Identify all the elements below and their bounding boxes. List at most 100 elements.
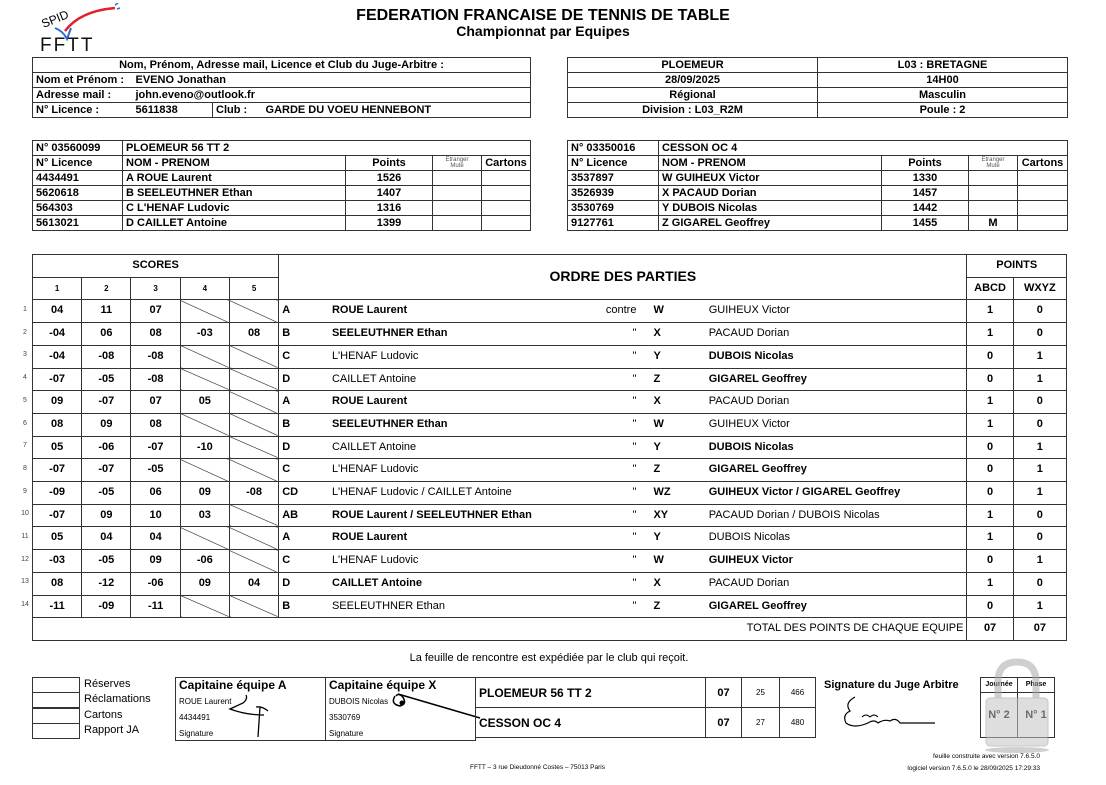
player-x-name: GUIHEUX Victor	[705, 549, 968, 573]
player-licence: 3530769	[567, 200, 659, 216]
player-a-letter: C	[278, 344, 329, 369]
captain-x-signature	[392, 693, 481, 719]
player-a-letter: CD	[278, 481, 329, 505]
points-wxyz: 0	[1012, 571, 1068, 596]
referee-box: Nom, Prénom, Adresse mail, Licence et Cl…	[32, 57, 531, 118]
player-a-name: SEELEUTHNER Ethan	[328, 594, 601, 619]
player-row: 3530769 Y DUBOIS Nicolas 1442	[567, 200, 1068, 216]
cartons-header: Cartons	[1017, 155, 1068, 171]
referee-heading: Nom, Prénom, Adresse mail, Licence et Cl…	[32, 57, 531, 73]
set-5-score: 04	[228, 571, 280, 596]
venue: PLOEMEUR	[567, 57, 818, 73]
player-x-letter: Y	[650, 344, 706, 369]
match-number: 14	[21, 601, 29, 609]
match-number: 6	[23, 419, 27, 427]
player-name: Y DUBOIS Nicolas	[658, 200, 882, 216]
points-wxyz: 0	[1012, 390, 1068, 414]
date: 28/09/2025	[567, 72, 818, 88]
match-row: 08 -12 -06 09 04 D CAILLET Antoine " X PACAUD Dor…	[31, 571, 1068, 596]
checkbox-3[interactable]	[32, 722, 80, 739]
result-sets: 27	[741, 707, 780, 738]
result-row: CESSON OC 4 07 27 480	[475, 707, 816, 738]
player-row: 5613021 D CAILLET Antoine 1399	[32, 215, 532, 231]
set-4-score: -03	[179, 322, 230, 346]
set-2-score: -05	[81, 367, 132, 392]
player-x-letter: Y	[650, 526, 706, 551]
versus-label: "	[600, 549, 651, 573]
result-team: CESSON OC 4	[475, 707, 706, 738]
match-row: 08 09 08 B SEELEUTHNER Ethan " W GUIHEUX Victor…	[31, 412, 1068, 437]
points-abcd: 1	[966, 526, 1014, 551]
player-x-name: GIGAREL Geoffrey	[705, 367, 968, 392]
player-x-letter: W	[650, 412, 706, 437]
svg-text:FFTT: FFTT	[40, 35, 94, 53]
points-wxyz: 1	[1012, 549, 1068, 573]
set-1-score: 04	[31, 299, 83, 324]
points-wxyz: 0	[1012, 526, 1068, 551]
total-row: TOTAL DES POINTS DE CHAQUE EQUIPE 07 07	[31, 617, 1068, 641]
team-a-table: N° 03560099 PLOEMEUR 56 TT 2 N° Licence NOM…	[32, 140, 532, 231]
captain-x-signature-label: Signature	[329, 729, 364, 738]
points-abcd: 1	[966, 322, 1014, 346]
points-abcd: 1	[966, 412, 1014, 437]
match-info-box: PLOEMEUR L03 : BRETAGNE 28/09/2025 14H00 R…	[567, 57, 1068, 118]
points-wxyz: 1	[1012, 435, 1068, 460]
division: Division : L03_R2M	[567, 102, 818, 118]
match-row: -03 -05 09 -06 C L'HENAF Ludovic " W GUIHEUX Vic…	[31, 549, 1068, 573]
result-team: PLOEMEUR 56 TT 2	[475, 677, 706, 708]
set-3-score: 08	[130, 412, 181, 437]
set-1-score: 05	[31, 435, 83, 460]
points-wxyz: 0	[1012, 503, 1068, 528]
player-etranger: M	[968, 215, 1018, 231]
player-points: 1442	[881, 200, 969, 216]
set-2-score: 11	[81, 299, 132, 324]
match-number: 8	[23, 464, 27, 472]
order-header: ORDRE DES PARTIES	[278, 253, 968, 301]
player-etranger	[432, 185, 482, 201]
column-header-row: N° Licence NOM - PRENOM Points Etranger Muté…	[32, 155, 532, 171]
player-a-name: CAILLET Antoine	[328, 571, 601, 596]
set-4-score	[179, 458, 230, 483]
player-x-name: DUBOIS Nicolas	[705, 344, 968, 369]
player-row: 3526939 X PACAUD Dorian 1457	[567, 185, 1068, 201]
player-a-name: L'HENAF Ludovic	[328, 458, 601, 483]
set-2-score: -05	[81, 481, 132, 505]
referee-email-label: Adresse mail :	[32, 87, 133, 103]
team-header-row: N° 03350016 CESSON OC 4	[567, 140, 1068, 156]
match-row: 04 11 07 A ROUE Laurent contre W GUIHEUX Victor…	[31, 299, 1068, 324]
set-1-score: -07	[31, 458, 83, 483]
points-header: Points	[881, 155, 969, 171]
versus-label: "	[600, 458, 651, 483]
points-abcd: 1	[966, 299, 1014, 324]
player-a-letter: D	[278, 367, 329, 392]
versus-label: contre	[600, 299, 651, 324]
set-5-score	[228, 412, 280, 437]
player-name: X PACAUD Dorian	[658, 185, 882, 201]
checkbox-2[interactable]	[32, 707, 80, 724]
player-name: Z GIGAREL Geoffrey	[658, 215, 882, 231]
set-5-score	[228, 344, 280, 369]
checkbox-1[interactable]	[32, 692, 80, 709]
checkbox-0[interactable]	[32, 677, 80, 693]
player-cartons	[480, 200, 532, 216]
match-order-table: SCORES ORDRE DES PARTIES POINTS 1 2 3 4 …	[31, 253, 1068, 641]
player-name: C L'HENAF Ludovic	[122, 200, 346, 216]
player-x-name: DUBOIS Nicolas	[705, 526, 968, 551]
player-x-letter: Y	[650, 435, 706, 460]
versus-label: "	[600, 390, 651, 414]
set-1-score: 08	[31, 571, 83, 596]
player-cartons	[1017, 170, 1068, 186]
set-1-score: 08	[31, 412, 83, 437]
player-a-name: CAILLET Antoine	[328, 435, 601, 460]
player-etranger	[968, 170, 1018, 186]
player-a-name: ROUE Laurent	[328, 526, 601, 551]
points-wxyz: 0	[1012, 299, 1068, 324]
set-3-score: -06	[130, 571, 181, 596]
match-row: -07 -05 -08 D CAILLET Antoine " Z GIGAREL Geoff…	[31, 367, 1068, 392]
set-4-score	[179, 367, 230, 392]
player-etranger	[968, 185, 1018, 201]
player-licence: 5620618	[32, 185, 123, 201]
player-a-name: L'HENAF Ludovic / CAILLET Antoine	[328, 481, 601, 505]
points-wxyz: 1	[1012, 481, 1068, 505]
